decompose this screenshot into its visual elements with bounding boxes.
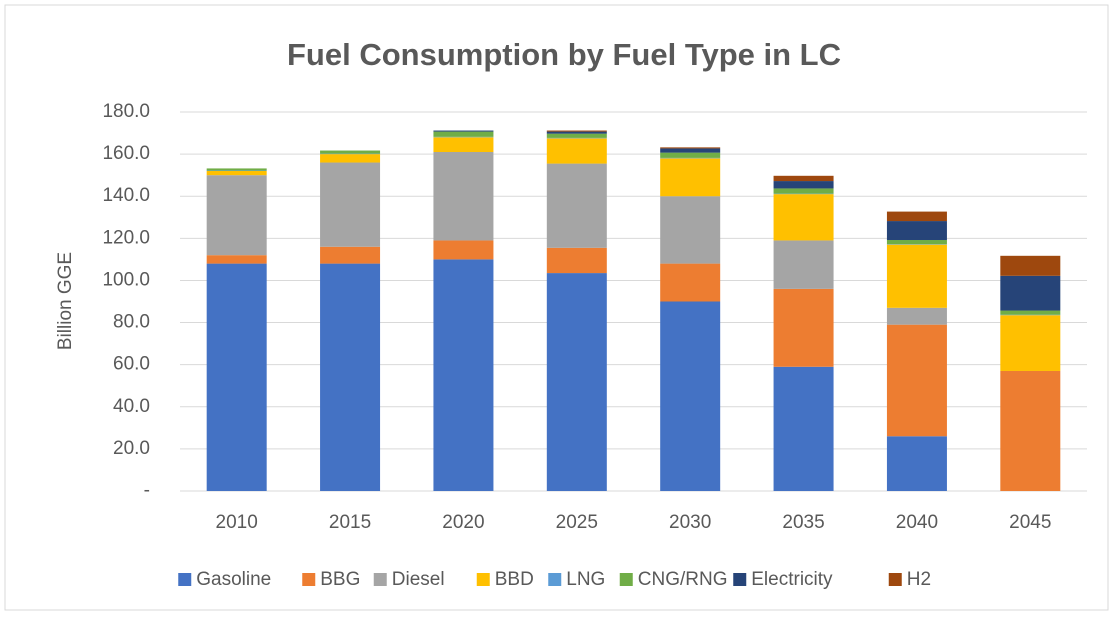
y-tick-label: 180.0 [102,101,150,122]
bar-segment [320,246,381,264]
legend-label: H2 [907,569,931,590]
y-tick-label: 160.0 [102,143,150,164]
bar-segment [206,170,267,176]
bar-segment [886,324,947,437]
bar-segment [1000,370,1061,491]
bar-segment [546,138,607,164]
y-tick-label: 80.0 [113,312,150,333]
bar-segment [773,175,834,182]
chart-title: Fuel Consumption by Fuel Type in LC [287,37,841,72]
bar-segment [433,137,494,153]
legend-swatch [548,573,562,586]
legend-label: Diesel [392,569,445,590]
legend-label: Gasoline [196,569,271,590]
bar-segment [773,181,834,189]
bar-segment [886,221,947,241]
bar-segment [320,263,381,491]
x-tick-label: 2010 [216,512,258,533]
bar-segment [546,130,607,132]
bar-segment [1000,310,1061,315]
y-tick-label: 20.0 [113,438,150,459]
legend-label: CNG/RNG [638,569,728,590]
bar-segment [1000,275,1061,311]
bar-segment [773,366,834,491]
bar-segment [433,131,494,137]
legend-swatch [373,573,387,586]
y-tick-label: 40.0 [113,396,150,417]
bar-segment [660,263,721,302]
bar-segment [886,436,947,491]
x-tick-label: 2025 [556,512,598,533]
bar-segment [886,307,947,325]
bar-segment [546,273,607,491]
legend-swatch [302,573,316,586]
y-tick-label: 60.0 [113,354,150,375]
x-tick-label: 2020 [442,512,484,533]
bar-segment [773,194,834,241]
x-tick-label: 2015 [329,512,371,533]
bar-segment [206,168,267,171]
bar-segment [773,188,834,194]
bar-segment [1000,315,1061,371]
legend-swatch [178,573,192,586]
y-tick-label: 140.0 [102,185,150,206]
bar-segment [773,288,834,367]
bar-segment [773,240,834,289]
bar-segment [320,154,381,163]
bar-segment [433,130,494,132]
bar-segment [433,259,494,491]
y-tick-label: - [144,480,150,501]
legend-label: LNG [566,569,605,590]
legend-label: BBD [495,569,534,590]
bar-segment [546,163,607,248]
x-tick-label: 2045 [1009,512,1051,533]
bar-segment [660,196,721,264]
bar-segment [320,162,381,247]
legend-swatch [733,573,747,586]
bar-segment [546,131,607,134]
bar-segment [886,240,947,245]
legend-swatch [888,573,902,586]
bar-segment [660,301,721,491]
bar-segment [660,148,721,153]
bar-segment [660,158,721,197]
bar-segment [206,175,267,256]
x-tick-label: 2030 [669,512,711,533]
legend-swatch [476,573,490,586]
bar-segment [433,152,494,241]
bar-segment [660,152,721,158]
legend-swatch [619,573,633,586]
y-axis-label: Billion GGE [55,252,76,350]
y-tick-label: 100.0 [102,269,150,290]
legend-label: Electricity [751,569,833,590]
bar-segment [206,263,267,491]
x-tick-label: 2035 [782,512,824,533]
y-tick-label: 120.0 [102,227,150,248]
bar-segment [546,247,607,274]
bar-segment [886,244,947,308]
bar-segment [1000,255,1061,276]
x-tick-label: 2040 [896,512,938,533]
bar-segment [433,240,494,260]
bar-segment [546,133,607,138]
bar-segment [886,211,947,222]
bar-segment [206,255,267,264]
bar-segment [660,147,721,149]
legend-label: BBG [320,569,360,590]
bar-segment [320,150,381,154]
